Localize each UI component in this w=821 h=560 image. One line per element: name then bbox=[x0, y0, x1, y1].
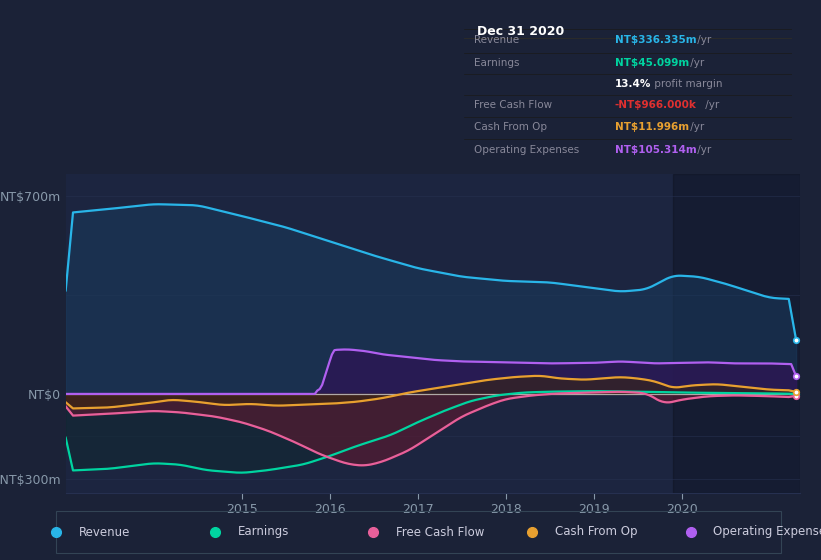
Text: /yr: /yr bbox=[687, 122, 704, 132]
Text: Cash From Op: Cash From Op bbox=[555, 525, 637, 539]
Text: Earnings: Earnings bbox=[237, 525, 289, 539]
Text: Operating Expenses: Operating Expenses bbox=[713, 525, 821, 539]
Text: Free Cash Flow: Free Cash Flow bbox=[396, 525, 484, 539]
Text: NT$45.099m: NT$45.099m bbox=[615, 58, 689, 68]
Text: Cash From Op: Cash From Op bbox=[474, 122, 547, 132]
Text: Revenue: Revenue bbox=[474, 35, 519, 45]
Text: NT$11.996m: NT$11.996m bbox=[615, 122, 689, 132]
Text: Operating Expenses: Operating Expenses bbox=[474, 144, 579, 155]
Text: Free Cash Flow: Free Cash Flow bbox=[474, 100, 552, 110]
Text: -NT$966.000k: -NT$966.000k bbox=[615, 100, 697, 110]
Text: NT$105.314m: NT$105.314m bbox=[615, 144, 697, 155]
Text: /yr: /yr bbox=[687, 58, 704, 68]
Text: NT$336.335m: NT$336.335m bbox=[615, 35, 696, 45]
Text: profit margin: profit margin bbox=[651, 79, 722, 89]
Text: Revenue: Revenue bbox=[79, 525, 131, 539]
Bar bbox=[673, 174, 800, 493]
Text: Earnings: Earnings bbox=[474, 58, 519, 68]
Text: /yr: /yr bbox=[702, 100, 719, 110]
Text: Dec 31 2020: Dec 31 2020 bbox=[477, 25, 564, 38]
Text: 13.4%: 13.4% bbox=[615, 79, 651, 89]
Text: /yr: /yr bbox=[695, 144, 712, 155]
Text: /yr: /yr bbox=[695, 35, 712, 45]
